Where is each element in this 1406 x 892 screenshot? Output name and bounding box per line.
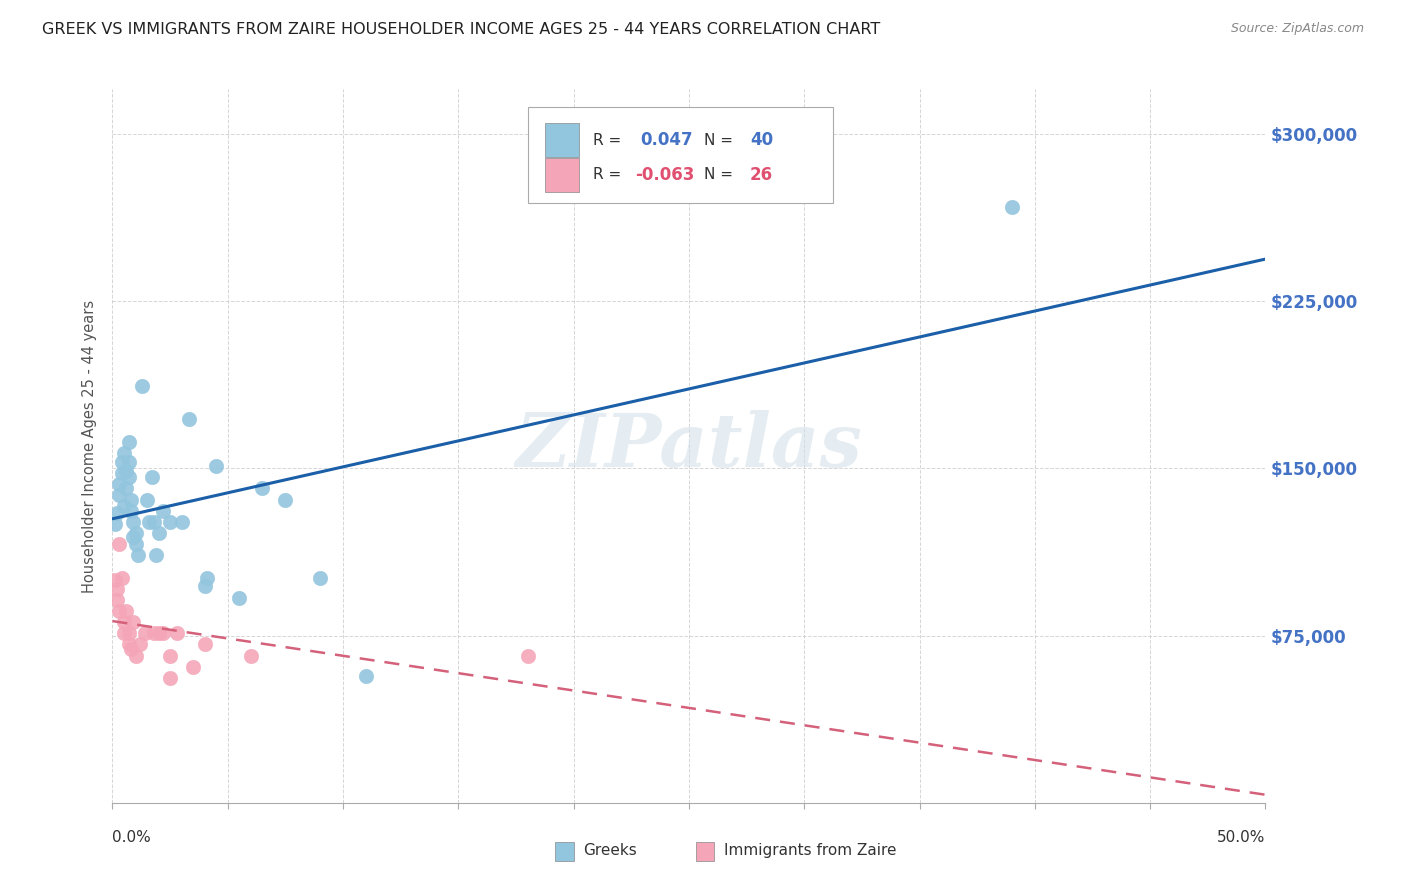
Point	[152, 503, 174, 517]
Point	[124, 525, 146, 540]
Point	[104, 573, 127, 587]
Point	[117, 637, 139, 651]
FancyBboxPatch shape	[527, 107, 832, 203]
Point	[143, 515, 166, 529]
Text: ZIPatlas: ZIPatlas	[516, 409, 862, 483]
Point	[112, 615, 135, 630]
Point	[194, 637, 217, 651]
Bar	[544, 123, 579, 157]
Point	[1001, 200, 1024, 214]
Text: Immigrants from Zaire: Immigrants from Zaire	[724, 843, 897, 857]
Point	[131, 378, 153, 392]
Point	[111, 466, 134, 480]
Text: 50.0%: 50.0%	[1218, 830, 1265, 845]
Point	[122, 530, 145, 544]
Text: Greeks: Greeks	[583, 843, 637, 857]
Point	[274, 492, 297, 507]
Point	[516, 648, 538, 663]
Point	[145, 548, 167, 563]
Point	[105, 592, 128, 607]
Point	[134, 626, 156, 640]
Point	[228, 591, 250, 605]
Point	[120, 492, 142, 507]
Text: GREEK VS IMMIGRANTS FROM ZAIRE HOUSEHOLDER INCOME AGES 25 - 44 YEARS CORRELATION: GREEK VS IMMIGRANTS FROM ZAIRE HOUSEHOLD…	[42, 22, 880, 37]
Bar	[544, 158, 579, 192]
Point	[170, 515, 193, 529]
Text: N =: N =	[704, 133, 733, 147]
Point	[108, 604, 131, 618]
Point	[159, 648, 181, 663]
Point	[181, 660, 204, 674]
Point	[166, 626, 188, 640]
Text: -0.063: -0.063	[634, 166, 695, 184]
Point	[108, 476, 131, 491]
Point	[108, 537, 131, 551]
Point	[129, 637, 152, 651]
Point	[115, 464, 138, 478]
Point	[239, 648, 262, 663]
Text: Source: ZipAtlas.com: Source: ZipAtlas.com	[1230, 22, 1364, 36]
Point	[195, 571, 218, 585]
Text: 0.0%: 0.0%	[112, 830, 152, 845]
Text: 26: 26	[749, 166, 773, 184]
Point	[159, 515, 181, 529]
Point	[354, 669, 377, 683]
Text: R =: R =	[593, 168, 621, 182]
Point	[117, 454, 139, 469]
Point	[143, 626, 166, 640]
Point	[112, 446, 135, 460]
Point	[122, 615, 145, 630]
Point	[111, 454, 134, 469]
Point	[124, 648, 146, 663]
Point	[105, 582, 128, 596]
Point	[117, 626, 139, 640]
Point	[309, 571, 332, 585]
Point	[252, 482, 274, 496]
Point	[112, 626, 135, 640]
Text: R =: R =	[593, 133, 621, 147]
Point	[111, 571, 134, 585]
Point	[177, 412, 200, 426]
Point	[120, 642, 142, 657]
Point	[120, 503, 142, 517]
Point	[141, 470, 163, 484]
Point	[138, 515, 160, 529]
Point	[148, 626, 170, 640]
Point	[127, 548, 149, 563]
Point	[122, 515, 145, 529]
Y-axis label: Householder Income Ages 25 - 44 years: Householder Income Ages 25 - 44 years	[82, 300, 97, 592]
Point	[205, 458, 228, 473]
Text: 40: 40	[749, 131, 773, 149]
Point	[105, 506, 128, 520]
Point	[115, 604, 138, 618]
Point	[194, 580, 217, 594]
Point	[148, 525, 170, 540]
Point	[115, 482, 138, 496]
Text: 0.047: 0.047	[641, 131, 693, 149]
Point	[108, 488, 131, 502]
Text: N =: N =	[704, 168, 733, 182]
Point	[159, 671, 181, 685]
Point	[117, 434, 139, 449]
Point	[117, 470, 139, 484]
Point	[124, 537, 146, 551]
Point	[112, 500, 135, 514]
Point	[104, 517, 127, 532]
Point	[152, 626, 174, 640]
Point	[136, 492, 159, 507]
